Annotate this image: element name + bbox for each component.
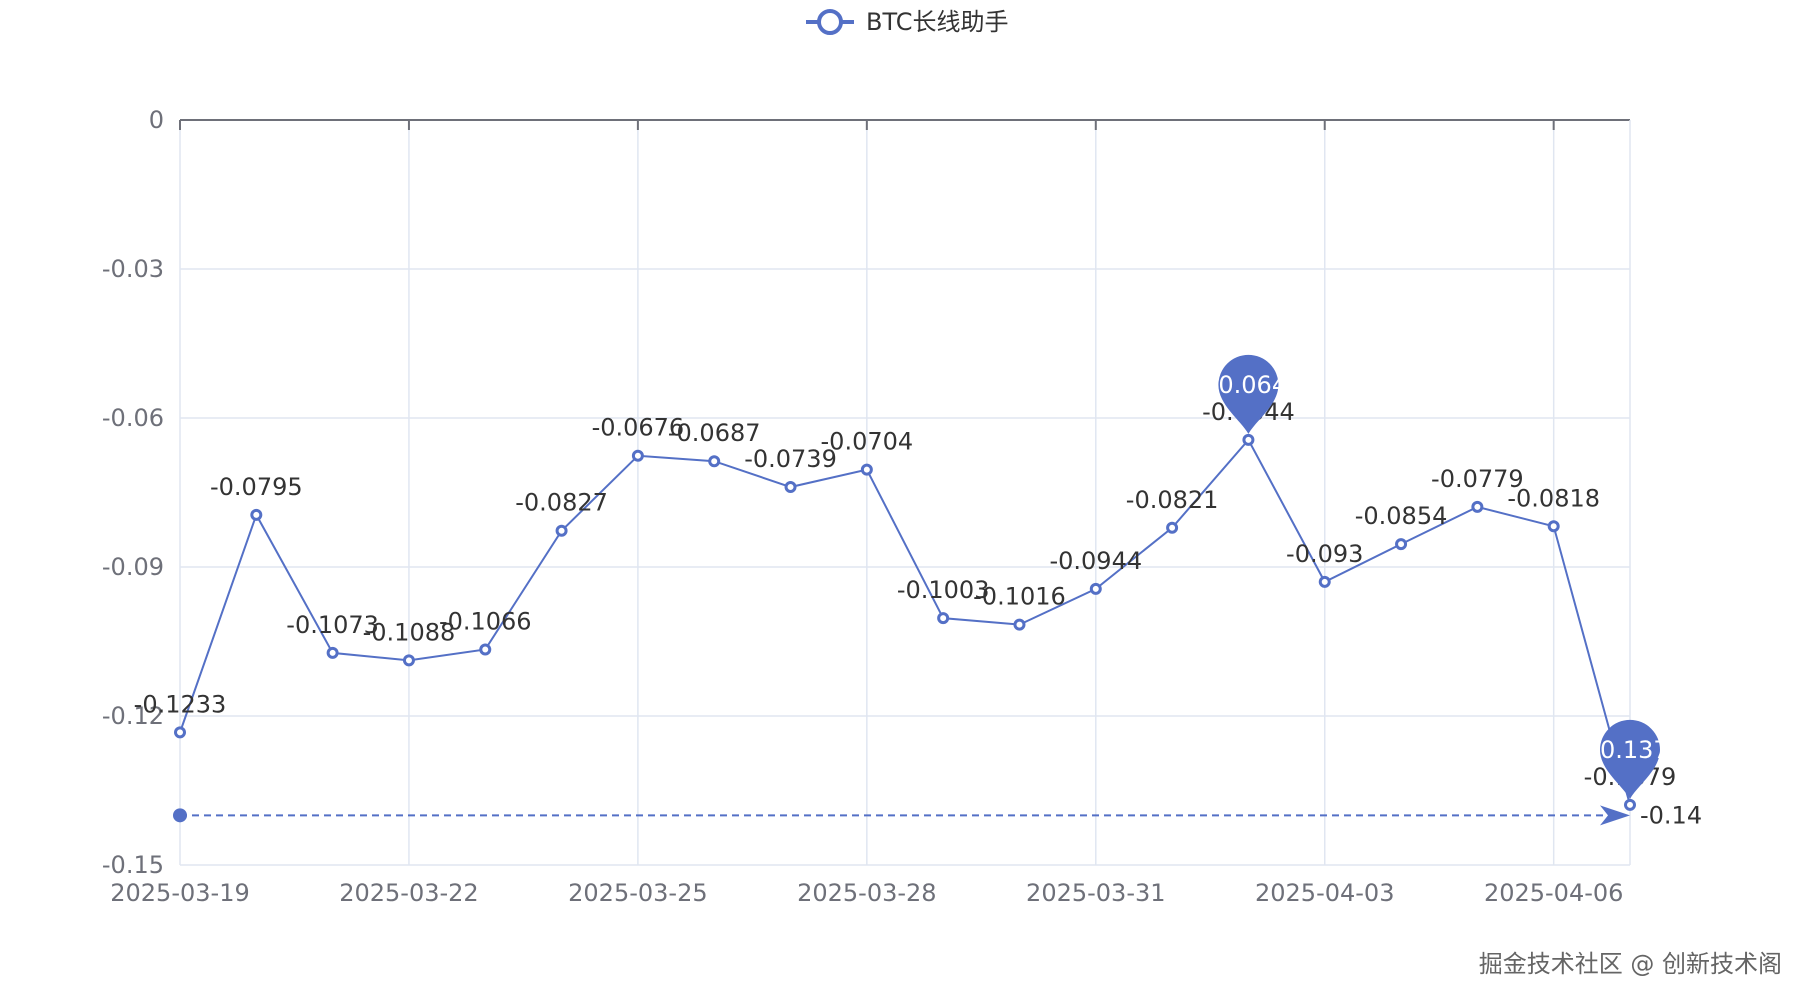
y-tick-label: -0.12 (102, 702, 164, 730)
data-point (708, 455, 721, 468)
legend-symbol (817, 9, 843, 35)
y-tick-label: -0.06 (102, 404, 164, 432)
y-tick-label: 0 (149, 106, 164, 134)
max-mark-label: -0.064 (1210, 371, 1287, 399)
min-mark-label: -0.137 (1591, 736, 1668, 764)
data-point (174, 726, 186, 739)
data-label: -0.1233 (134, 690, 227, 718)
x-tick-label: 2025-03-31 (1026, 879, 1165, 907)
series-line (179, 438, 1631, 806)
data-point (1395, 538, 1408, 551)
data-point (631, 449, 644, 462)
data-label: -0.0854 (1355, 502, 1448, 530)
data-label: -0.1003 (897, 576, 990, 604)
data-label: -0.0944 (1049, 547, 1142, 575)
x-tick-label: 2025-03-22 (339, 879, 478, 907)
data-point (402, 654, 415, 667)
x-tick-label: 2025-03-28 (797, 879, 936, 907)
data-point (1624, 798, 1636, 811)
data-point (1166, 521, 1179, 534)
data-point (1089, 582, 1102, 595)
data-label: -0.093 (1286, 540, 1363, 568)
x-tick-label: 2025-03-19 (110, 879, 249, 907)
watermark-text: 掘金技术社区 @ 创新技术阁 (1479, 950, 1782, 978)
data-label: -0.1016 (973, 583, 1066, 611)
data-label: -0.1066 (439, 607, 532, 635)
data-point (1471, 500, 1484, 513)
data-label: -0.1088 (363, 618, 456, 646)
x-tick-label: 2025-04-06 (1484, 879, 1623, 907)
data-point (326, 646, 339, 659)
data-label: -0.0676 (592, 414, 685, 442)
data-point (937, 612, 950, 625)
data-label: -0.0704 (821, 428, 914, 456)
data-point (860, 463, 873, 476)
y-tick-label: -0.03 (102, 255, 164, 283)
data-point (784, 481, 797, 494)
data-label: -0.0687 (668, 419, 761, 447)
data-point (479, 643, 492, 656)
x-tick-label: 2025-03-25 (568, 879, 707, 907)
data-label: -0.0818 (1507, 484, 1600, 512)
y-tick-label: -0.09 (102, 553, 164, 581)
max-mark-pin (1218, 354, 1279, 434)
mark-line-label: -0.14 (1640, 801, 1702, 829)
min-mark-pin (1600, 719, 1660, 799)
data-point (1547, 520, 1560, 533)
x-tick-label: 2025-04-03 (1255, 879, 1394, 907)
mark-line-arrow (1600, 805, 1630, 826)
data-label: -0.0795 (210, 473, 303, 501)
data-label: -0.0779 (1431, 465, 1524, 493)
data-point (1013, 618, 1026, 631)
data-label: -0.0821 (1126, 486, 1219, 514)
data-label: -0.0739 (744, 445, 837, 473)
data-point (1318, 575, 1331, 588)
legend-label: BTC长线助手 (866, 8, 1008, 36)
data-point (250, 508, 263, 521)
data-point (555, 524, 568, 537)
data-label: -0.1073 (286, 611, 379, 639)
data-point (1242, 433, 1255, 446)
data-label: -0.0827 (515, 489, 608, 517)
y-tick-label: -0.15 (102, 851, 164, 879)
